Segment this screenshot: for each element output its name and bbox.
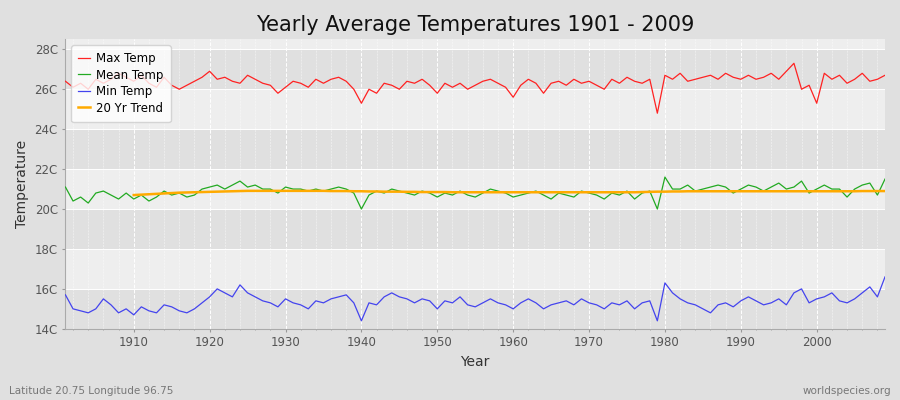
- Line: Max Temp: Max Temp: [66, 63, 885, 113]
- Min Temp: [508, 306, 518, 311]
- Mean Temp: [121, 191, 131, 196]
- Mean Temp: [607, 191, 617, 196]
- Max Temp: [333, 75, 344, 80]
- Min Temp: [607, 300, 617, 305]
- Mean Temp: [660, 175, 670, 180]
- Mean Temp: [60, 185, 71, 190]
- X-axis label: Year: Year: [461, 355, 490, 369]
- Max Temp: [288, 79, 299, 84]
- Bar: [66, 289, 885, 329]
- 20 Yr Trend: [879, 189, 890, 194]
- 20 Yr Trend: [826, 189, 837, 194]
- Mean Temp: [356, 207, 367, 212]
- Mean Temp: [288, 187, 299, 192]
- Mean Temp: [508, 195, 518, 200]
- Line: Min Temp: Min Temp: [66, 277, 885, 321]
- Mean Temp: [516, 193, 526, 198]
- Line: Mean Temp: Mean Temp: [66, 177, 885, 209]
- Y-axis label: Temperature: Temperature: [15, 140, 29, 228]
- Mean Temp: [879, 177, 890, 182]
- Min Temp: [333, 294, 344, 299]
- Max Temp: [879, 73, 890, 78]
- Bar: [66, 49, 885, 89]
- Max Temp: [60, 79, 71, 84]
- 20 Yr Trend: [242, 188, 253, 193]
- Max Temp: [652, 111, 662, 116]
- Max Temp: [500, 85, 511, 90]
- Text: Latitude 20.75 Longitude 96.75: Latitude 20.75 Longitude 96.75: [9, 386, 174, 396]
- Text: worldspecies.org: worldspecies.org: [803, 386, 891, 396]
- Min Temp: [121, 306, 131, 311]
- Bar: [66, 249, 885, 289]
- Min Temp: [60, 292, 71, 297]
- Bar: [66, 169, 885, 209]
- Bar: [66, 209, 885, 249]
- Line: 20 Yr Trend: 20 Yr Trend: [134, 191, 885, 195]
- Title: Yearly Average Temperatures 1901 - 2009: Yearly Average Temperatures 1901 - 2009: [256, 15, 695, 35]
- Legend: Max Temp, Mean Temp, Min Temp, 20 Yr Trend: Max Temp, Mean Temp, Min Temp, 20 Yr Tre…: [71, 45, 171, 122]
- Max Temp: [121, 75, 131, 80]
- Bar: [66, 129, 885, 169]
- 20 Yr Trend: [523, 190, 534, 195]
- Mean Temp: [333, 185, 344, 190]
- Max Temp: [788, 61, 799, 66]
- Min Temp: [516, 300, 526, 305]
- 20 Yr Trend: [850, 189, 860, 194]
- Max Temp: [508, 95, 518, 100]
- Min Temp: [879, 274, 890, 279]
- Bar: [66, 89, 885, 129]
- Min Temp: [288, 300, 299, 305]
- 20 Yr Trend: [129, 193, 140, 198]
- Max Temp: [598, 87, 609, 92]
- Min Temp: [356, 318, 367, 323]
- 20 Yr Trend: [280, 188, 291, 193]
- 20 Yr Trend: [310, 188, 321, 193]
- 20 Yr Trend: [583, 190, 594, 195]
